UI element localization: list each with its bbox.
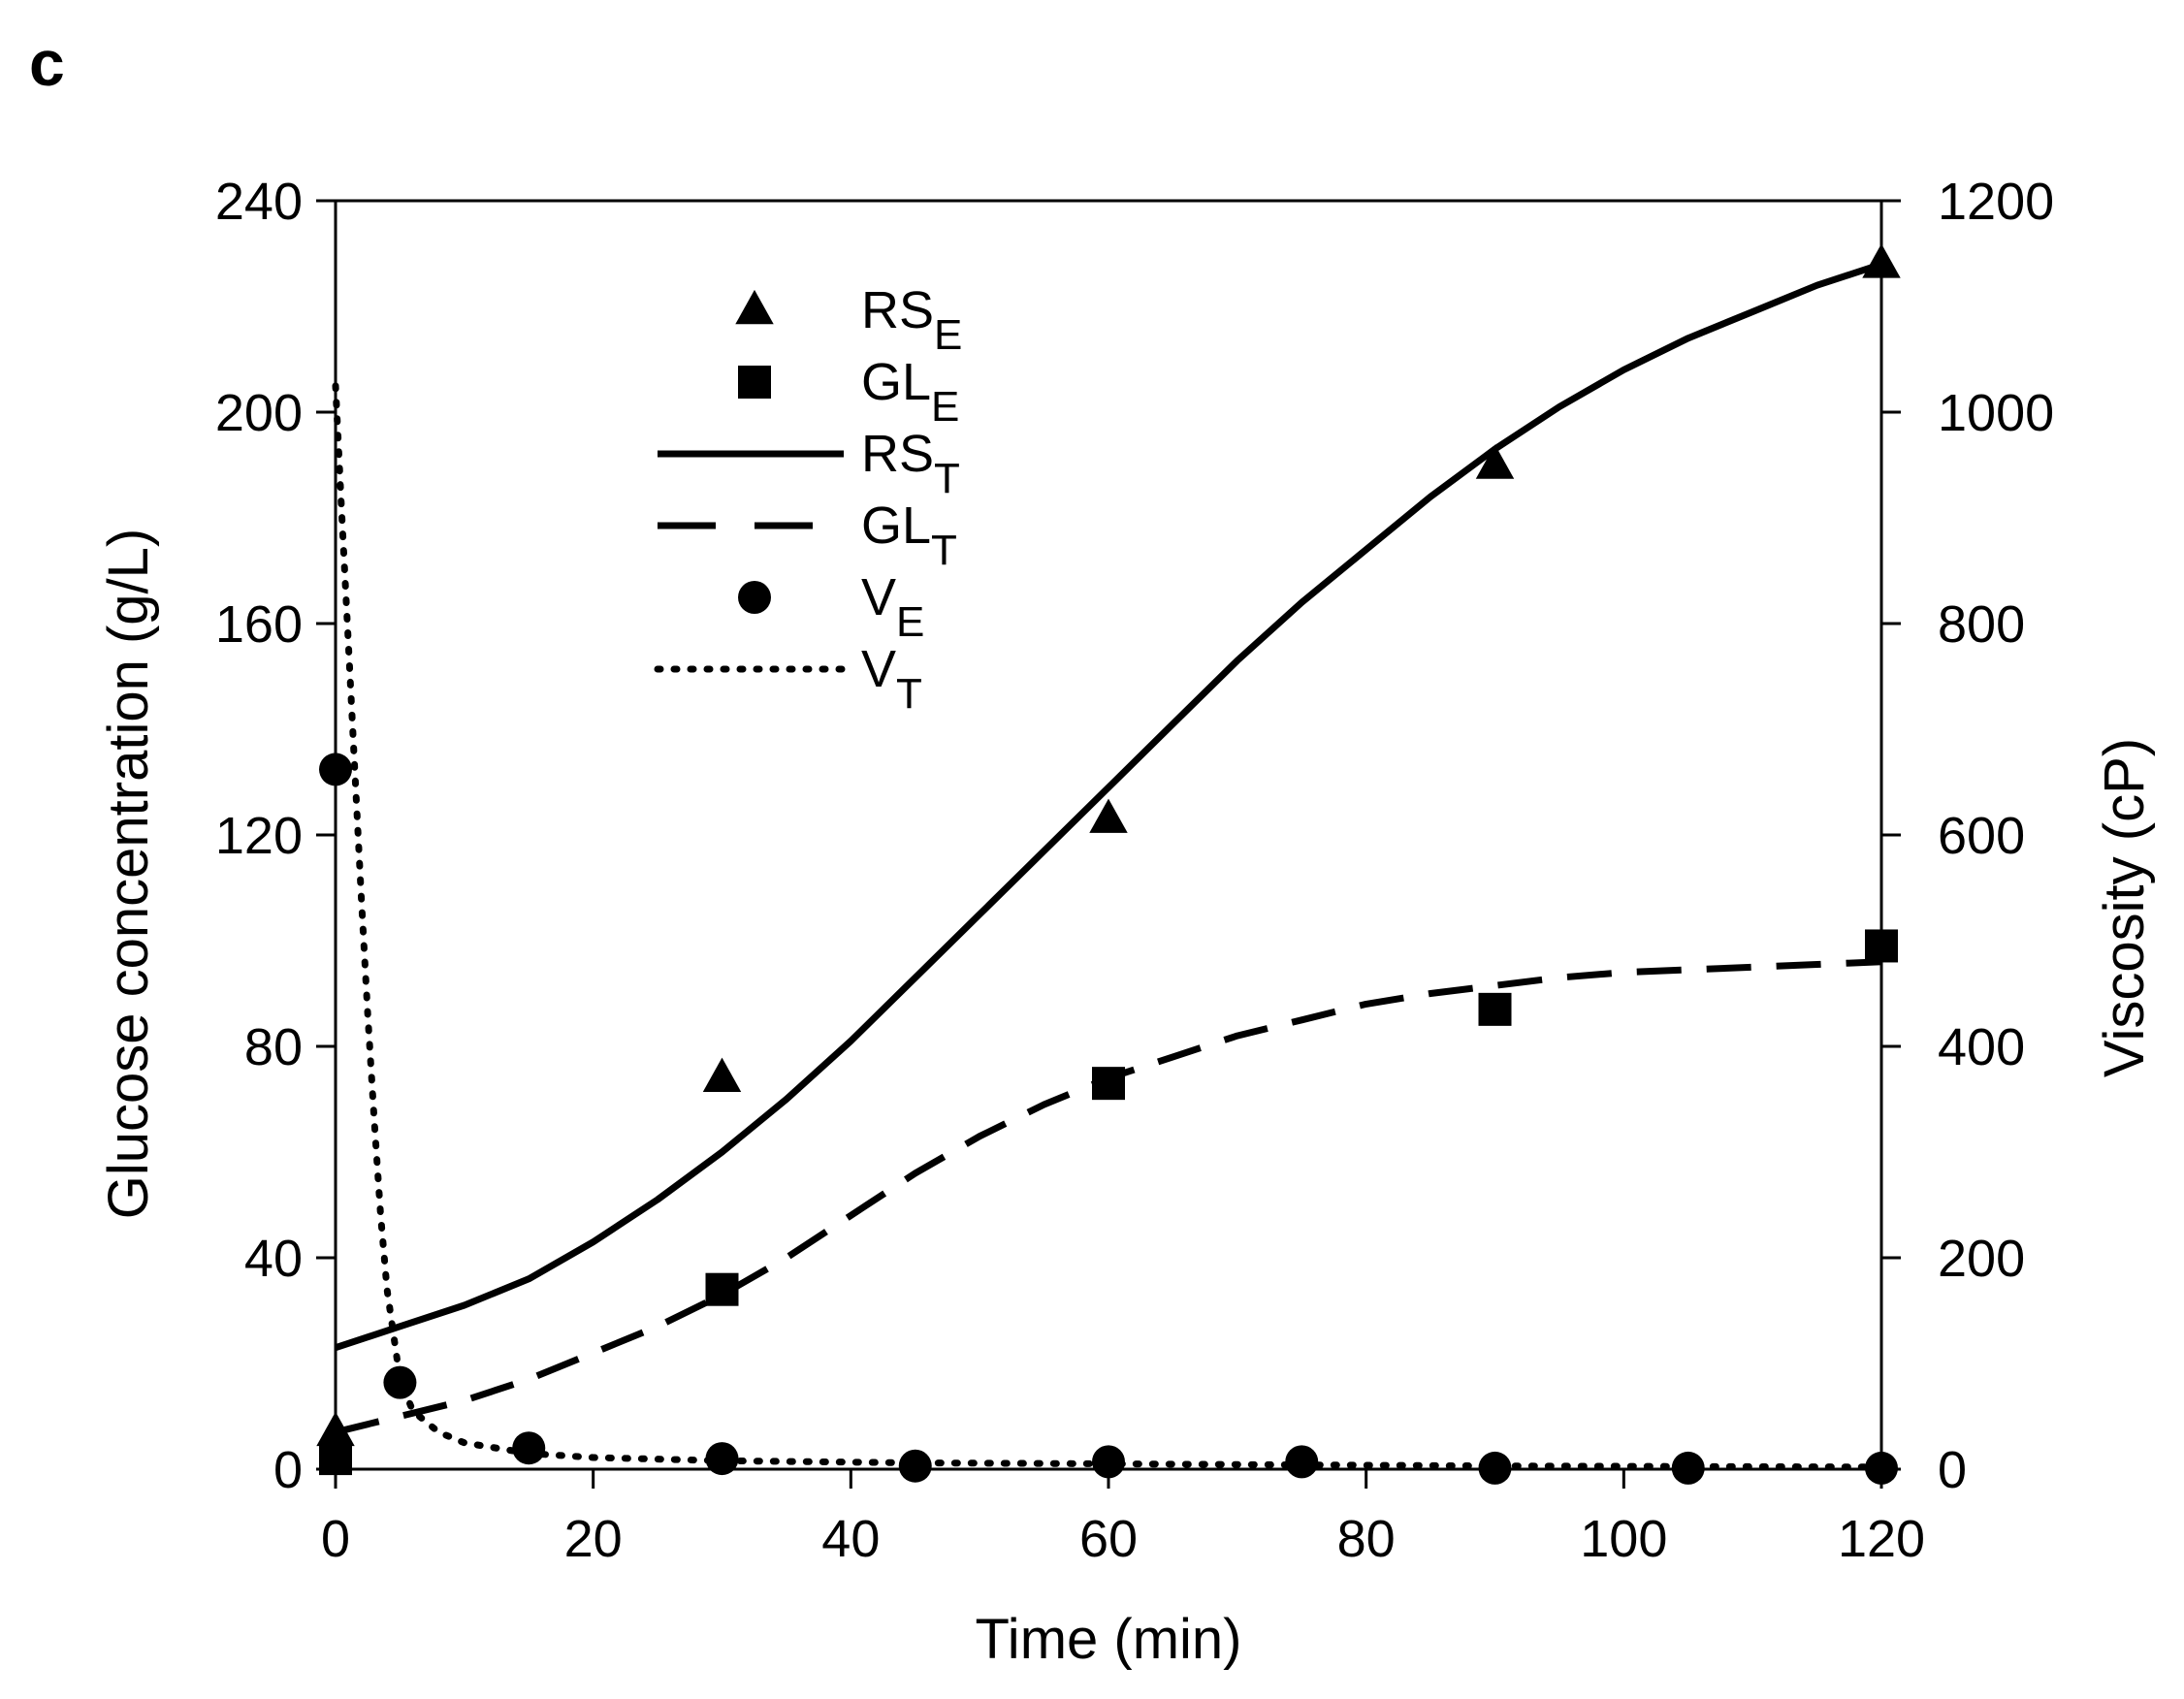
legend-item-GLT: GLT: [658, 497, 957, 574]
data-point-RSE: [1862, 243, 1901, 278]
x-tick-label: 0: [321, 1510, 350, 1568]
right-axis-ticks: 0 200 400 600 800 1000 1200: [1881, 173, 2054, 1499]
legend-label-RST: RST: [861, 425, 960, 502]
x-axis-title: Time (min): [976, 1608, 1242, 1671]
data-point-VE: [383, 1365, 417, 1399]
x-tick-label: 80: [1337, 1510, 1396, 1568]
legend-label-VE: VE: [861, 568, 924, 646]
y-tick-label: 120: [215, 807, 303, 865]
data-point-GLE: [319, 1442, 352, 1476]
series-VT: [332, 382, 1885, 1471]
plot-frame: [334, 199, 1883, 1471]
legend-label-RSE: RSE: [861, 281, 962, 359]
legend-swatch-RSE: [735, 289, 774, 325]
series-GLE: [319, 929, 1898, 1476]
y-axis-title: Glucose concentration (g/L): [97, 529, 160, 1219]
data-point-GLE: [1478, 992, 1512, 1026]
series-RST: [334, 261, 1883, 1352]
y2-tick-label: 800: [1938, 595, 2025, 654]
left-axis-ticks: 0 40 80 120 160 200 240: [215, 173, 336, 1499]
legend-label-GLT: GLT: [861, 497, 957, 574]
data-point-VE: [898, 1449, 932, 1483]
legend-item-RSE: RSE: [735, 281, 962, 359]
legend-subscript: T: [896, 670, 922, 718]
x-tick-label: 40: [821, 1510, 880, 1568]
data-point-GLE: [1865, 929, 1898, 963]
y2-tick-label: 0: [1938, 1441, 1967, 1499]
series-line-VT: [332, 382, 1885, 1471]
y2-tick-label: 1200: [1938, 173, 2054, 231]
data-point-VE: [1478, 1451, 1512, 1485]
series-layer: [316, 243, 1901, 1485]
legend-label-VT: VT: [861, 640, 922, 718]
y2-tick-label: 400: [1938, 1018, 2025, 1076]
legend-subscript: T: [931, 527, 957, 574]
y2-tick-label: 1000: [1938, 384, 2054, 442]
legend-subscript: E: [931, 383, 959, 431]
legend-item-RST: RST: [658, 425, 960, 502]
legend-subscript: E: [896, 598, 924, 646]
legend-swatch-GLE: [738, 366, 771, 399]
x-tick-label: 100: [1580, 1510, 1667, 1568]
series-VE: [319, 753, 1898, 1485]
legend-item-VE: VE: [738, 568, 924, 646]
y-tick-label: 80: [244, 1018, 303, 1076]
y-tick-label: 240: [215, 173, 303, 231]
data-point-VE: [319, 753, 352, 786]
x-tick-label: 20: [564, 1510, 623, 1568]
x-axis-ticks: 0 20 40 60 80 100 120: [321, 1469, 1925, 1568]
panel-label: c: [29, 27, 65, 99]
legend-item-VT: VT: [654, 640, 922, 718]
x-tick-label: 60: [1079, 1510, 1138, 1568]
y-tick-label: 40: [244, 1230, 303, 1288]
series-line-GLT: [335, 958, 1882, 1436]
y2-tick-label: 600: [1938, 807, 2025, 865]
data-point-RSE: [702, 1057, 742, 1092]
y-tick-label: 160: [215, 595, 303, 654]
legend-subscript: T: [934, 455, 960, 502]
series-line-RST: [334, 261, 1883, 1352]
legend-label-GLE: GLE: [861, 353, 959, 431]
y2-tick-label: 200: [1938, 1230, 2025, 1288]
data-point-RSE: [1089, 798, 1128, 833]
legend-swatch-VE: [738, 581, 771, 614]
y-tick-label: 200: [215, 384, 303, 442]
series-GLT: [335, 958, 1882, 1436]
data-point-RSE: [1475, 444, 1515, 479]
y-tick-label: 0: [273, 1441, 303, 1499]
y2-axis-title: Viscosity (cP): [2093, 738, 2156, 1077]
data-point-VE: [512, 1431, 546, 1465]
legend-subscript: E: [934, 311, 962, 359]
legend-item-GLE: GLE: [738, 353, 959, 431]
x-tick-label: 120: [1838, 1510, 1925, 1568]
data-point-VE: [1671, 1451, 1705, 1485]
